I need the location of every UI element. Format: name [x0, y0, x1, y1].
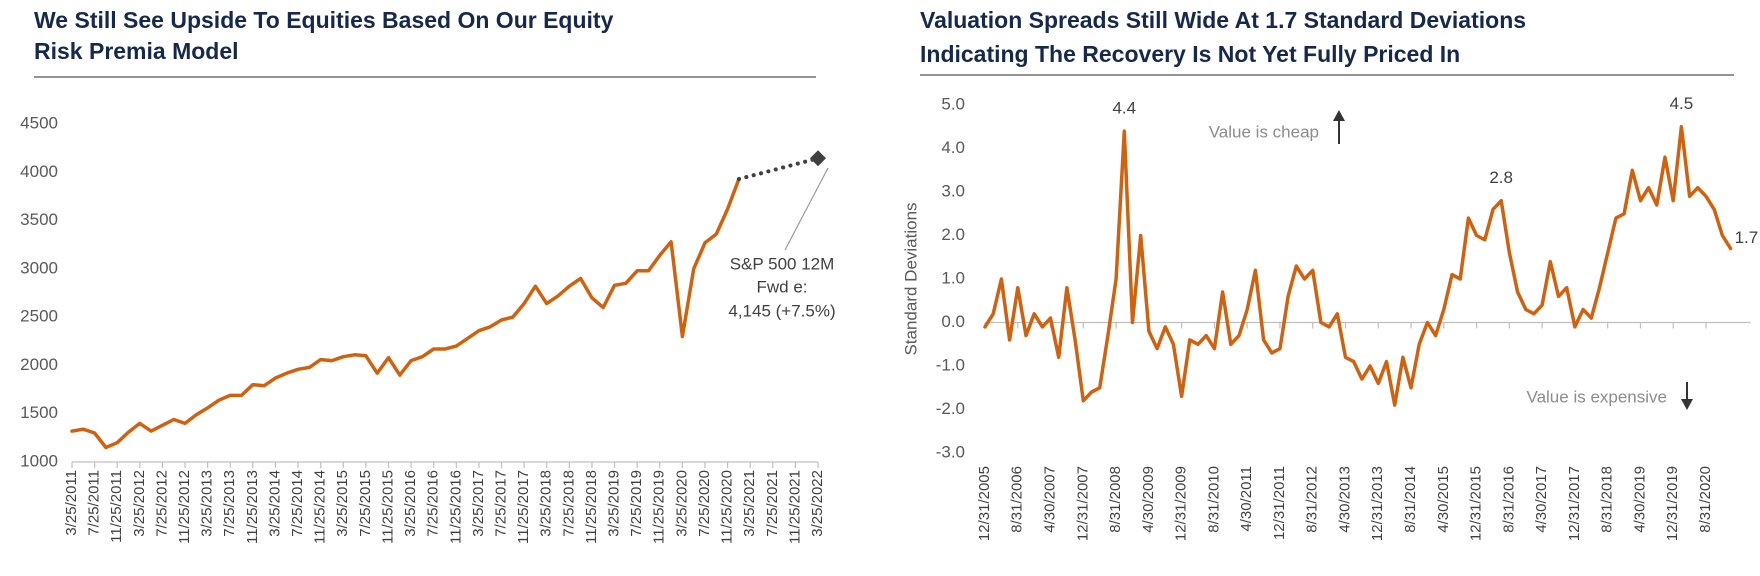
- y-tick-label: 3500: [20, 210, 58, 229]
- x-tick-label: 11/25/2017: [515, 470, 532, 544]
- x-tick-label: 12/31/2011: [1271, 466, 1288, 540]
- end-marker: [810, 150, 826, 167]
- x-tick-label: 7/25/2021: [764, 470, 781, 537]
- y-tick-label: -1.0: [936, 355, 965, 374]
- x-tick-label: 4/30/2007: [1042, 466, 1059, 533]
- y-tick-label: 1000: [20, 451, 58, 470]
- y-tick-label: 2000: [20, 355, 58, 374]
- x-tick-label: 3/25/2015: [334, 470, 351, 537]
- x-tick-label: 11/25/2011: [108, 470, 125, 543]
- annotation: S&P 500 12M: [730, 254, 835, 273]
- x-tick-label: 8/31/2008: [1107, 466, 1124, 533]
- x-tick-label: 7/25/2014: [289, 470, 306, 537]
- x-tick-label: 3/25/2016: [402, 470, 419, 537]
- x-tick-label: 8/31/2012: [1304, 466, 1321, 533]
- x-tick-label: 7/25/2013: [221, 470, 238, 537]
- x-tick-label: 4/30/2009: [1140, 466, 1157, 533]
- x-tick-label: 11/25/2015: [379, 470, 396, 544]
- series-line: [736, 156, 820, 181]
- y-tick-label: 2500: [20, 307, 58, 326]
- y-tick-label: -3.0: [936, 442, 965, 461]
- x-tick-label: 11/25/2019: [651, 470, 668, 544]
- x-tick-label: 3/25/2018: [538, 470, 555, 537]
- x-tick-label: 8/31/2020: [1697, 466, 1714, 533]
- arrow-up: [1333, 110, 1345, 144]
- y-tick-label: 4500: [20, 113, 58, 132]
- x-tick-label: 4/30/2013: [1336, 466, 1353, 533]
- x-tick-label: 3/25/2020: [673, 470, 690, 537]
- x-tick-label: 4/30/2011: [1238, 466, 1255, 532]
- y-tick-label: 2.0: [941, 225, 965, 244]
- y-tick-label: 3000: [20, 258, 58, 277]
- data-label: 2.8: [1489, 168, 1513, 187]
- x-tick-label: 11/25/2020: [719, 470, 736, 544]
- x-tick-label: 8/31/2010: [1205, 466, 1222, 533]
- x-tick-label: 11/25/2016: [447, 470, 464, 544]
- x-tick-label: 7/25/2011: [86, 470, 103, 536]
- arrow-down: [1681, 382, 1693, 410]
- chart-title: Indicating The Recovery Is Not Yet Fully…: [920, 41, 1460, 67]
- x-tick-label: 12/31/2009: [1173, 466, 1190, 541]
- x-tick-label: 3/25/2019: [606, 470, 623, 537]
- x-tick-label: 8/31/2006: [1009, 466, 1026, 533]
- x-tick-label: 12/31/2005: [976, 466, 993, 541]
- x-tick-label: 8/31/2014: [1402, 466, 1419, 533]
- x-tick-label: 11/25/2018: [583, 470, 600, 544]
- x-tick-label: 3/25/2012: [131, 470, 148, 537]
- x-tick-label: 3/25/2014: [266, 470, 283, 537]
- y-tick-label: 3.0: [941, 181, 965, 200]
- y-axis-title: Standard Deviations: [901, 202, 920, 355]
- x-tick-label: 11/25/2014: [312, 470, 329, 544]
- x-tick-label: 7/25/2019: [628, 470, 645, 537]
- data-label: 1.7: [1735, 228, 1759, 247]
- x-tick-label: 12/31/2019: [1664, 466, 1681, 541]
- x-tick-label: 12/31/2017: [1566, 466, 1583, 541]
- x-tick-label: 3/25/2022: [809, 470, 826, 537]
- x-tick-label: 12/31/2013: [1369, 466, 1386, 541]
- x-tick-label: 4/30/2019: [1631, 466, 1648, 533]
- chart-title: Valuation Spreads Still Wide At 1.7 Stan…: [920, 7, 1526, 33]
- x-tick-label: 11/25/2012: [176, 470, 193, 544]
- annotation: Fwd e:: [756, 277, 807, 296]
- series-line: [983, 125, 1733, 407]
- y-tick-label: 1500: [20, 403, 58, 422]
- annotation-pointer: [784, 167, 829, 251]
- x-tick-label: 12/31/2015: [1468, 466, 1485, 541]
- x-tick-label: 3/25/2011: [63, 470, 80, 536]
- x-tick-label: 11/25/2021: [786, 470, 803, 544]
- data-label: 4.4: [1112, 99, 1136, 118]
- y-tick-label: 4000: [20, 162, 58, 181]
- annotation: 4,145 (+7.5%): [728, 301, 835, 320]
- annotation: Value is cheap: [1209, 122, 1319, 141]
- chart-title: We Still See Upside To Equities Based On…: [34, 7, 614, 33]
- x-tick-label: 7/25/2012: [153, 470, 170, 537]
- x-tick-label: 7/25/2017: [492, 470, 509, 537]
- x-tick-label: 4/30/2015: [1435, 466, 1452, 533]
- y-tick-label: -2.0: [936, 399, 965, 418]
- x-tick-label: 8/31/2018: [1599, 466, 1616, 533]
- x-tick-label: 3/25/2013: [199, 470, 216, 537]
- y-tick-label: 5.0: [941, 94, 965, 113]
- y-tick-label: 4.0: [941, 138, 965, 157]
- x-tick-label: 3/25/2021: [741, 470, 758, 537]
- y-tick-label: 0.0: [941, 312, 965, 331]
- y-tick-label: 1.0: [941, 268, 965, 287]
- data-label: 4.5: [1670, 94, 1694, 113]
- series-line: [70, 177, 741, 450]
- x-tick-label: 8/31/2016: [1500, 466, 1517, 533]
- annotation: Value is expensive: [1527, 387, 1668, 406]
- x-tick-label: 7/25/2018: [560, 470, 577, 537]
- x-tick-label: 7/25/2020: [696, 470, 713, 537]
- x-tick-label: 12/31/2007: [1074, 466, 1091, 541]
- chart-title: Risk Premia Model: [34, 38, 239, 64]
- x-tick-label: 11/25/2013: [244, 470, 261, 544]
- x-tick-label: 4/30/2017: [1533, 466, 1550, 533]
- x-tick-label: 7/25/2016: [425, 470, 442, 537]
- x-tick-label: 3/25/2017: [470, 470, 487, 537]
- x-tick-label: 7/25/2015: [357, 470, 374, 537]
